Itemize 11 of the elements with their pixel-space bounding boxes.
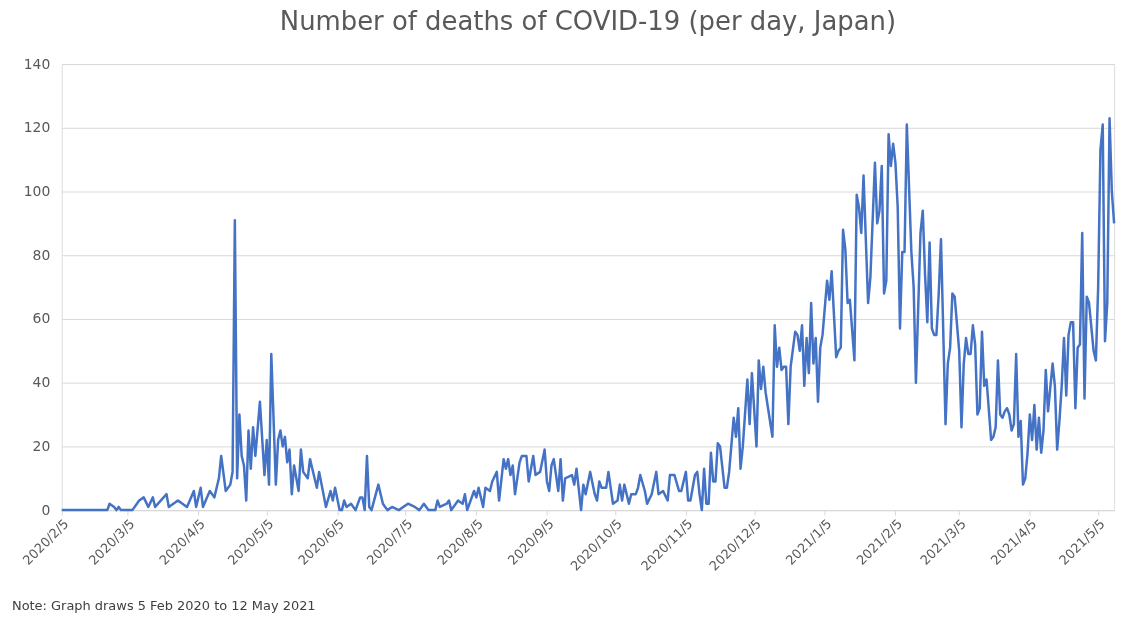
text: Note: Graph draws 5 Feb 2020 to 12 May 2021 (11, 597, 316, 613)
y-tick-label: 20 (32, 437, 51, 454)
y-tick-label: 120 (23, 119, 51, 136)
line-series (60, 116, 1116, 512)
y-tick-label: 100 (23, 183, 51, 199)
y-tick-label: 80 (32, 246, 51, 263)
y-tick-label: 60 (32, 310, 51, 327)
chart-title: Number of deaths of COVID-19 (per day, Japan) (279, 6, 897, 37)
y-tick-label: 0 (41, 501, 51, 518)
y-tick-label: 140 (23, 55, 51, 72)
y-tick-label: 40 (32, 374, 51, 391)
